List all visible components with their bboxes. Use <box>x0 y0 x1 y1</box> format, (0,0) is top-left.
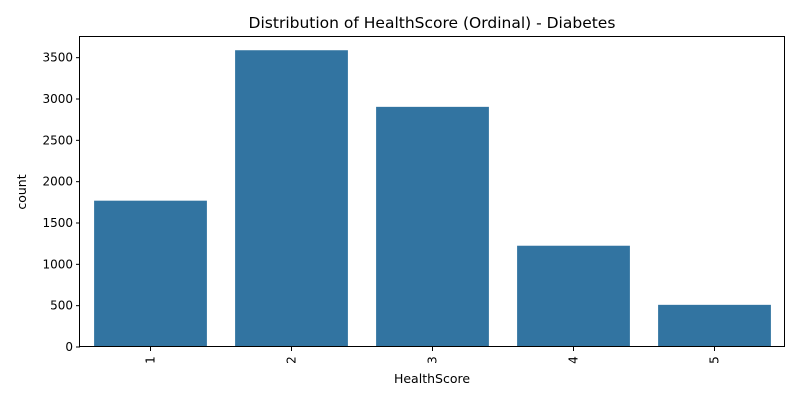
x-axis: 1 2 3 4 5 <box>144 347 722 364</box>
bar-3 <box>376 106 489 347</box>
plot-frame <box>79 36 785 347</box>
chart-title: Distribution of HealthScore (Ordinal) - … <box>249 14 616 32</box>
y-tick-label: 3500 <box>42 51 73 65</box>
y-axis: 0 500 1000 1500 2000 2500 3000 3500 <box>42 51 80 354</box>
x-tick-label: 5 <box>708 356 722 364</box>
y-tick-label: 2500 <box>42 133 73 147</box>
bar-1 <box>94 200 207 347</box>
x-tick-label: 2 <box>285 356 299 364</box>
y-tick-label: 3000 <box>42 92 73 106</box>
y-axis-label: count <box>14 174 29 209</box>
bar-4 <box>517 245 630 347</box>
bars-group <box>94 50 771 347</box>
x-tick-label: 3 <box>426 356 440 364</box>
x-tick-label: 1 <box>144 356 158 364</box>
y-tick-label: 500 <box>50 299 73 313</box>
y-tick-label: 0 <box>65 340 73 354</box>
y-tick-label: 1000 <box>42 257 73 271</box>
y-tick-label: 2000 <box>42 175 73 189</box>
y-tick-label: 1500 <box>42 216 73 230</box>
x-tick-label: 4 <box>567 356 581 364</box>
bar-2 <box>235 50 348 347</box>
bar-5 <box>658 304 771 347</box>
x-axis-label: HealthScore <box>394 371 470 386</box>
